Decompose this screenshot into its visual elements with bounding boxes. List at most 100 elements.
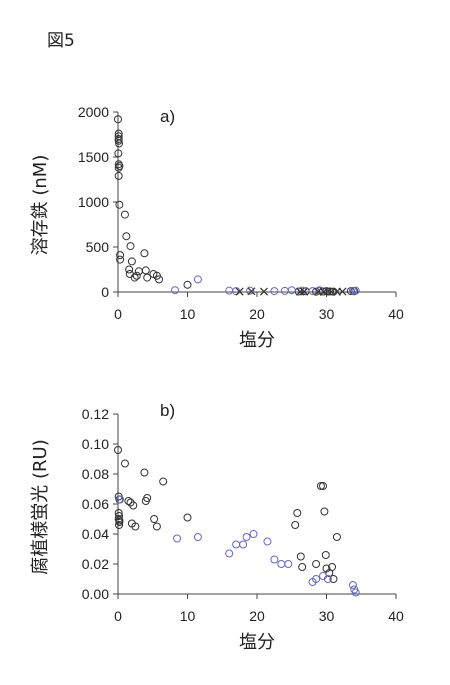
data-point: [115, 521, 124, 529]
data-point: [270, 287, 279, 296]
data-point: [143, 273, 152, 282]
data-point: [291, 521, 300, 529]
data-point: [115, 512, 124, 520]
data-point: [126, 242, 135, 251]
data-point: [115, 200, 124, 209]
data-point: [296, 552, 305, 561]
data-point: [134, 267, 143, 276]
data-point: [329, 575, 338, 583]
data-point: [298, 563, 307, 571]
data-point: [140, 468, 149, 477]
data-point: [328, 563, 337, 571]
y-tick-label: 0.10: [82, 436, 109, 452]
x-tick-label: 30: [319, 608, 335, 624]
data-point: [183, 280, 192, 289]
data-point: [155, 275, 164, 284]
y-tick-label: 1000: [78, 194, 109, 210]
x-axis-title: 塩分: [239, 632, 275, 653]
data-point: [159, 477, 168, 486]
data-point: [280, 286, 289, 295]
data-point-x: [247, 287, 256, 296]
data-point: [193, 533, 202, 541]
data-point: [232, 540, 241, 549]
data-point: [127, 257, 136, 266]
data-point: [116, 255, 125, 264]
data-point: [120, 459, 129, 468]
data-point: [141, 266, 150, 275]
x-tick-label: 0: [114, 608, 122, 624]
data-point: [348, 581, 357, 589]
data-point: [143, 494, 152, 502]
data-point: [242, 533, 251, 541]
data-point: [284, 560, 293, 568]
x-tick-label: 20: [249, 608, 265, 624]
y-tick-label: 500: [86, 239, 110, 255]
data-point: [114, 171, 123, 180]
data-point: [132, 271, 141, 280]
y-tick-label: 0.02: [82, 556, 109, 572]
data-point: [287, 286, 296, 295]
data-point: [115, 139, 124, 148]
data-point: [152, 522, 161, 531]
data-point: [120, 210, 129, 219]
y-tick-label: 0.04: [82, 526, 109, 542]
data-point: [124, 497, 133, 505]
y-tick-label: 0.06: [82, 496, 109, 512]
data-point: [125, 270, 134, 278]
data-point: [140, 249, 149, 258]
data-point: [125, 265, 134, 274]
y-tick-label: 0.08: [82, 466, 109, 482]
data-point: [321, 551, 330, 559]
data-point: [225, 286, 234, 295]
data-point: [114, 115, 122, 124]
data-point: [116, 495, 125, 504]
data-point: [114, 509, 123, 517]
data-point: [323, 575, 332, 583]
data-point: [173, 534, 182, 543]
data-point: [170, 286, 179, 295]
data-point-x: [323, 287, 332, 296]
data-point: [316, 482, 325, 490]
data-point: [129, 501, 138, 510]
y-tick-label: 0: [101, 284, 109, 300]
x-tick-label: 0: [114, 306, 122, 322]
data-point: [351, 588, 360, 597]
data-point: [193, 275, 202, 284]
data-point: [263, 537, 272, 546]
data-point: [239, 540, 248, 549]
data-point: [249, 530, 258, 538]
data-point: [183, 513, 192, 522]
data-point: [320, 507, 329, 516]
data-point: [116, 251, 125, 260]
data-point: [319, 482, 328, 490]
y-axis-title: 溶存鉄 (nM): [30, 155, 51, 256]
x-tick-label: 10: [180, 608, 196, 624]
data-point: [114, 149, 123, 158]
data-point: [131, 522, 140, 531]
figure-title: 図5: [47, 31, 75, 51]
x-tick-label: 10: [180, 306, 196, 322]
data-point: [351, 286, 360, 295]
data-point: [150, 515, 159, 523]
panel-label: a): [160, 107, 175, 126]
x-tick-label: 20: [249, 306, 265, 322]
data-point: [325, 287, 334, 296]
x-axis-title: 塩分: [239, 330, 275, 351]
data-point: [312, 575, 321, 583]
data-point: [114, 136, 123, 145]
y-tick-label: 1500: [78, 149, 109, 165]
data-point: [348, 286, 357, 295]
x-tick-label: 30: [319, 306, 335, 322]
data-point: [225, 549, 234, 558]
data-point: [115, 518, 124, 526]
data-point-x: [300, 287, 309, 296]
data-point: [114, 163, 123, 172]
data-point: [270, 555, 279, 564]
data-point: [122, 232, 131, 241]
data-point: [312, 560, 321, 568]
data-point: [322, 564, 331, 573]
data-point: [332, 533, 341, 541]
data-point: [293, 509, 302, 517]
y-tick-label: 0.12: [82, 406, 109, 422]
